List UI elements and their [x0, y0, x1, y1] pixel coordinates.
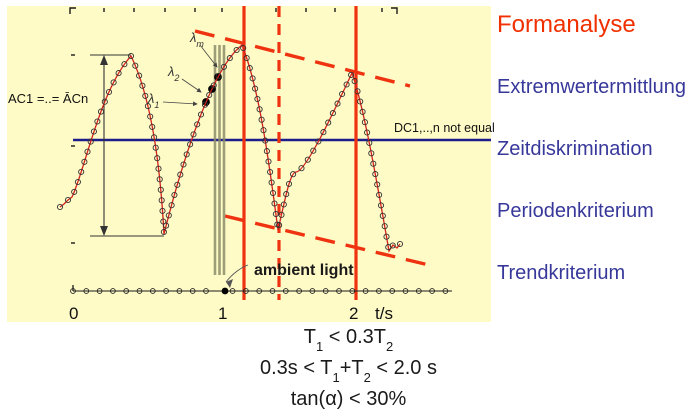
svg-text:t/s: t/s [375, 304, 393, 323]
svg-text:λ1: λ1 [147, 91, 159, 110]
svg-text:DC1,..,n not equal: DC1,..,n not equal [394, 121, 495, 135]
svg-text:AC1 =..= ĀCn: AC1 =..= ĀCn [8, 91, 88, 106]
svg-text:0: 0 [69, 304, 78, 323]
svg-text:2: 2 [349, 304, 358, 323]
svg-text:ambient light: ambient light [254, 262, 354, 279]
svg-text:1: 1 [218, 304, 227, 323]
svg-text:λ2: λ2 [167, 64, 179, 83]
